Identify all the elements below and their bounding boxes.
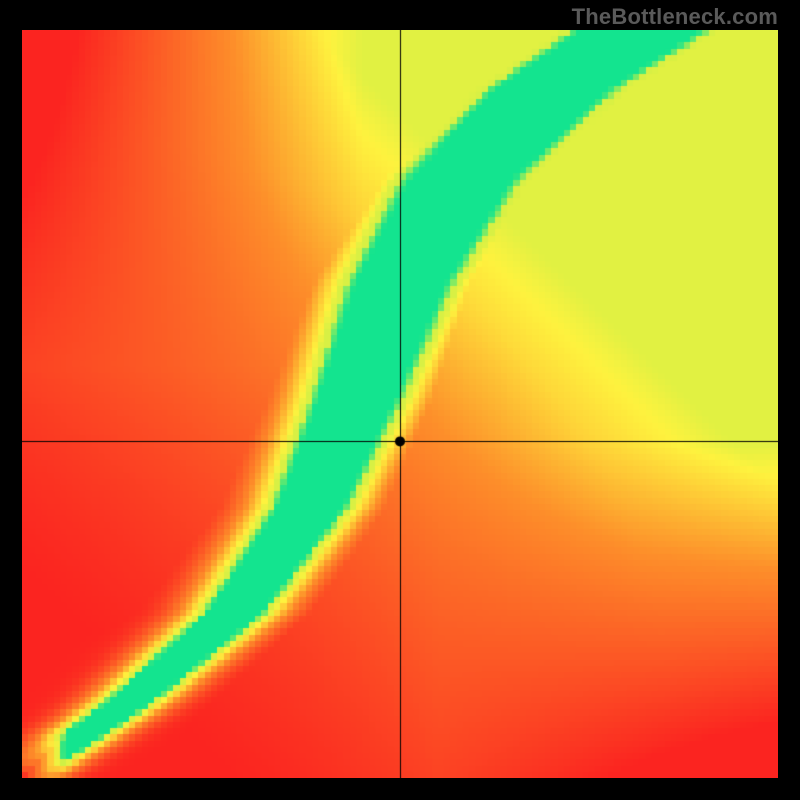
bottleneck-heatmap	[22, 30, 778, 778]
chart-container: TheBottleneck.com	[0, 0, 800, 800]
watermark-text: TheBottleneck.com	[572, 4, 778, 30]
